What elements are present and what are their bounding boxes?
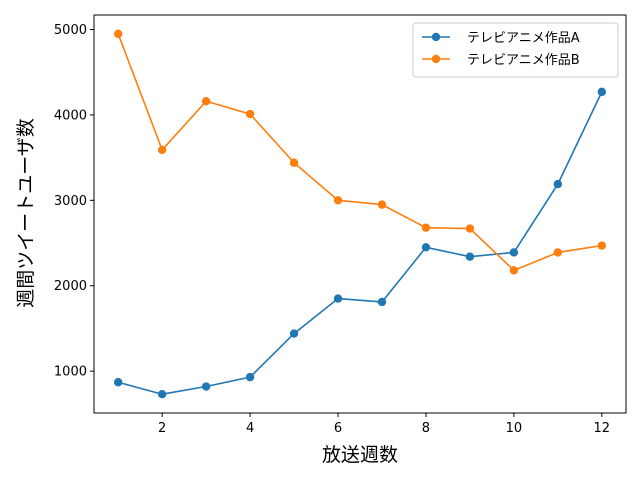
x-tick-label: 4 — [246, 421, 254, 436]
data-point — [245, 372, 255, 382]
x-tick-label: 2 — [158, 421, 166, 436]
legend-label: テレビアニメ作品A — [467, 31, 580, 46]
data-point — [421, 223, 431, 232]
data-point — [465, 252, 475, 261]
data-point — [157, 390, 167, 399]
data-point — [465, 224, 475, 233]
data-point — [421, 243, 431, 252]
y-tick-label: 3000 — [54, 194, 87, 209]
data-point — [333, 294, 343, 303]
data-point — [157, 145, 167, 155]
x-tick-label: 12 — [594, 421, 611, 436]
data-point — [377, 297, 387, 307]
legend: テレビアニメ作品A テレビアニメ作品B — [412, 22, 619, 78]
data-point — [333, 196, 343, 205]
data-point — [553, 248, 563, 257]
x-tick-label: 8 — [422, 421, 430, 436]
legend-marker — [431, 32, 441, 42]
data-point — [509, 266, 519, 275]
data-point — [113, 378, 123, 387]
x-tick-label: 6 — [334, 421, 342, 436]
series-line-1 — [117, 33, 602, 272]
legend-marker — [431, 54, 441, 64]
data-point — [553, 179, 563, 189]
y-tick-label: 2000 — [54, 279, 87, 294]
axes-layer: 2 4 6 8 10 12 1000 2000 3000 4000 5000 — [54, 14, 627, 436]
data-point — [113, 29, 123, 38]
data-point — [201, 97, 211, 106]
y-tick-label: 4000 — [54, 108, 87, 123]
data-point — [597, 241, 607, 250]
y-axis-label: 週間ツイートユーザ数 — [15, 118, 37, 308]
data-point — [289, 158, 299, 167]
series-line-0 — [117, 91, 603, 396]
legend-label: テレビアニメ作品B — [467, 53, 580, 68]
data-point — [597, 87, 607, 97]
y-tick-label: 1000 — [54, 365, 87, 380]
legend-box — [412, 22, 619, 78]
data-point — [245, 109, 255, 119]
data-point — [201, 382, 211, 391]
x-axis-label: 放送週数 — [322, 444, 398, 466]
data-point — [377, 200, 387, 209]
series-layer — [113, 29, 607, 399]
data-point — [289, 329, 299, 338]
plot-frame — [93, 14, 627, 414]
data-point — [509, 248, 519, 257]
x-tick-label: 10 — [506, 421, 523, 436]
y-tick-label: 5000 — [54, 23, 87, 38]
